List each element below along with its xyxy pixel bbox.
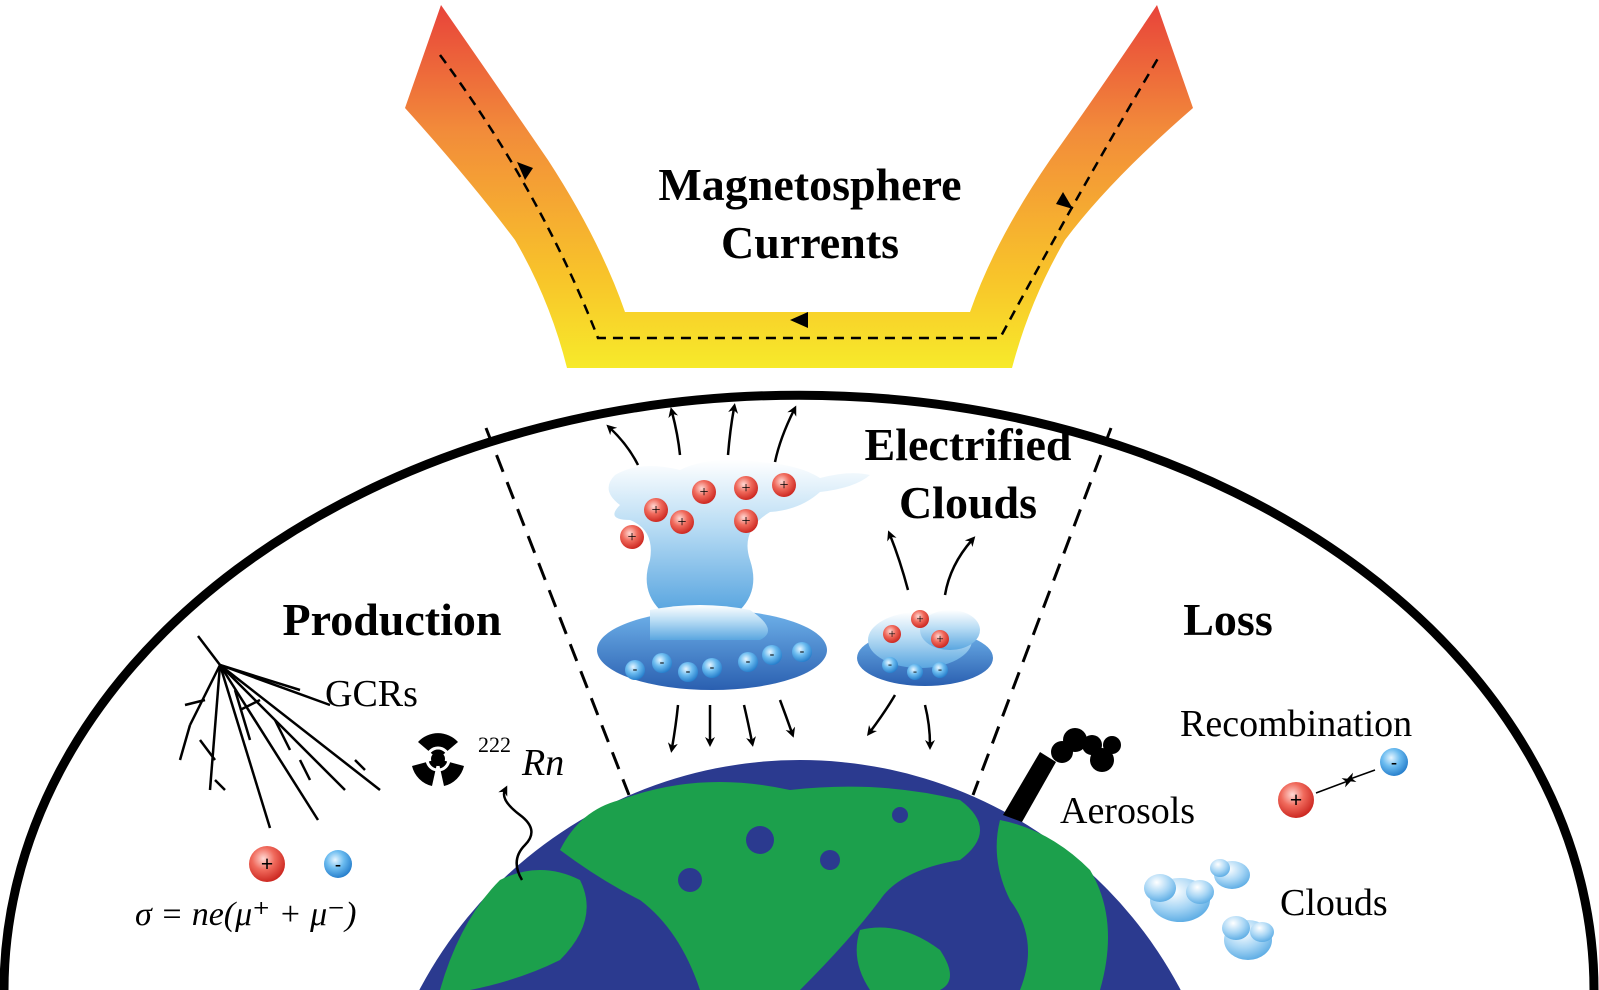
svg-text:-: - [888, 657, 892, 671]
cloud-icon [1144, 874, 1214, 922]
svg-text:+: + [261, 851, 274, 876]
svg-text:+: + [651, 502, 660, 519]
production-positive-ion: + [249, 846, 285, 882]
svg-text:-: - [710, 660, 715, 675]
svg-text:+: + [677, 514, 686, 531]
svg-text:+: + [699, 484, 708, 501]
cloud-icon [1222, 916, 1274, 960]
downward-current-arrows [667, 694, 935, 753]
svg-text:+: + [888, 626, 895, 641]
negative-ion: - [907, 664, 923, 680]
positive-ion: + [911, 610, 929, 628]
positive-ion: + [883, 625, 901, 643]
svg-text:-: - [938, 662, 942, 676]
recombination-negative-ion: - [1380, 748, 1408, 776]
aerosols-label: Aerosols [1060, 790, 1195, 832]
current-arrow-right [1056, 192, 1073, 209]
current-arrow-bottom [790, 312, 808, 328]
region-divider-left [484, 427, 631, 796]
cloud-icon [1210, 859, 1250, 889]
region-divider-right [971, 427, 1113, 796]
positive-ion: + [692, 480, 716, 504]
positive-ion: + [734, 509, 758, 533]
svg-text:-: - [913, 664, 917, 678]
svg-text:-: - [335, 854, 341, 874]
earth-globe [419, 760, 1181, 990]
negative-ion: - [882, 657, 898, 673]
upward-current-arrows [606, 403, 976, 596]
recombination-positive-ion: + [1278, 782, 1314, 818]
positive-ion: + [931, 630, 949, 648]
recombination-arrows [1315, 769, 1376, 794]
current-arrow-left [517, 162, 533, 180]
negative-ion: - [702, 658, 722, 678]
negative-ion: - [792, 642, 812, 662]
svg-text:-: - [633, 662, 638, 677]
svg-text:-: - [800, 644, 805, 659]
negative-ion: - [625, 660, 645, 680]
positive-ion: + [670, 510, 694, 534]
thundercloud [597, 459, 870, 690]
production-title: Production [283, 594, 502, 645]
radon-mass-number: 222 [478, 732, 511, 757]
svg-text:-: - [1391, 752, 1397, 772]
positive-ion: + [772, 473, 796, 497]
electrified-title-line2: Clouds [899, 477, 1037, 528]
negative-ion: - [932, 662, 948, 678]
negative-ion: - [762, 645, 782, 665]
svg-text:+: + [916, 611, 923, 626]
electrified-title-line1: Electrified [865, 419, 1072, 470]
radon-emission-squiggle [498, 785, 533, 881]
svg-text:-: - [746, 654, 751, 669]
svg-text:+: + [741, 513, 750, 530]
recombination-label: Recombination [1180, 703, 1412, 745]
svg-text:+: + [741, 480, 750, 497]
svg-text:+: + [627, 529, 636, 546]
conductivity-equation: σ = ne(μ⁺ + μ⁻) [135, 896, 356, 933]
svg-text:-: - [660, 655, 665, 670]
clouds-label: Clouds [1280, 882, 1388, 924]
gcrs-label: GCRs [325, 673, 418, 715]
cosmic-ray-shower-icon [178, 635, 381, 829]
svg-text:+: + [936, 631, 943, 646]
magnetosphere-current-band [405, 5, 1193, 368]
svg-text:-: - [770, 647, 775, 662]
positive-ion: + [734, 476, 758, 500]
current-path-dashed [438, 54, 1162, 340]
magnetosphere-title-line2: Currents [721, 217, 899, 268]
atmosphere-boundary [0, 390, 1599, 990]
svg-text:+: + [1290, 787, 1303, 812]
svg-text:+: + [779, 477, 788, 494]
positive-ion: + [620, 525, 644, 549]
ions-small-cloud: + + + - - - [882, 610, 949, 680]
smokestack-icon [1003, 728, 1121, 822]
svg-text:-: - [686, 664, 691, 679]
radiation-icon [412, 733, 464, 786]
negative-ion: - [738, 652, 758, 672]
magnetosphere-title-line1: Magnetosphere [658, 159, 961, 210]
loss-title: Loss [1183, 594, 1272, 645]
loss-cloud-icons [1144, 859, 1274, 960]
radon-symbol: Rn [521, 742, 564, 784]
positive-ion: + [644, 498, 668, 522]
negative-ion: - [678, 662, 698, 682]
negative-ions-thundercloud: - - - - - - - [625, 642, 812, 682]
negative-ion: - [652, 653, 672, 673]
positive-ions-thundercloud: + + + + + + + [620, 473, 796, 549]
production-negative-ion: - [324, 850, 352, 878]
